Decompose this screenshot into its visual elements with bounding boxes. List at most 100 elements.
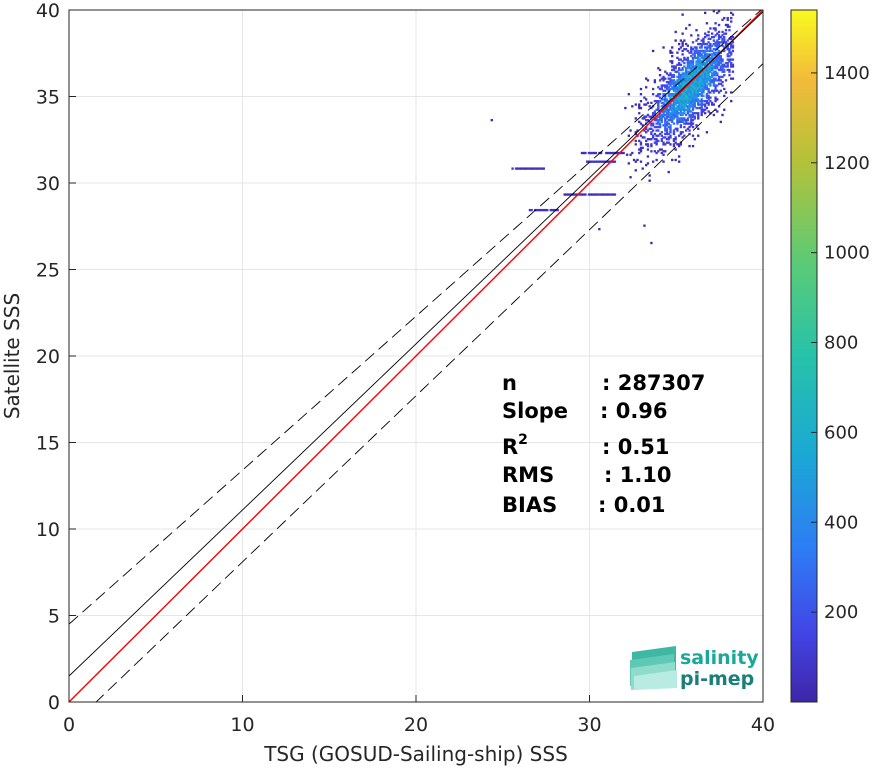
density-cell [693,105,696,108]
density-cell [724,91,728,94]
density-cell [690,34,693,37]
density-cell [629,176,632,179]
density-cell [677,77,681,80]
density-cell [698,74,702,77]
density-cell [731,58,735,61]
density-cell [672,68,676,72]
density-cell [660,139,663,143]
density-cell [638,120,641,124]
density-cell [710,54,714,58]
density-cell [676,51,679,54]
density-cell [714,51,717,54]
density-cell [650,106,653,110]
density-cell [714,74,717,77]
density-cell [717,30,721,34]
density-cell [645,143,648,146]
density-cell [645,86,648,89]
density-cell [592,193,596,196]
density-cell [731,77,735,80]
density-cell [653,132,657,136]
density-cell [589,193,592,196]
density-cell [684,74,688,77]
density-cell [714,67,717,70]
density-cell [686,74,689,77]
density-cell [709,56,712,60]
y-axis: 0 5 10 15 20 25 30 35 40 [36,0,76,714]
density-cell [686,127,689,130]
density-cell [672,74,676,77]
density-cell [723,16,726,20]
density-cell [690,101,693,105]
density-cell [716,79,719,82]
density-cell [669,98,672,101]
density-cell [686,118,689,122]
one-to-one-line [69,10,763,702]
colorbar-tick-label: 1200 [824,153,870,174]
stats-value: : 287307 [602,371,705,395]
density-cell [643,115,646,118]
density-cell [704,46,707,49]
density-cell [563,193,566,196]
density-cell [691,67,695,70]
density-cell [707,101,710,105]
density-cell [677,75,681,79]
density-cell [702,70,705,73]
density-cell [665,122,669,125]
density-cell [677,101,681,105]
density-cell [657,118,660,122]
density-cell [697,84,700,87]
density-cell [684,68,688,72]
density-cell [657,105,660,108]
density-cell [712,56,716,60]
density-cell [686,96,689,99]
density-cell [705,58,709,61]
density-cell [528,208,532,212]
density-cell [721,44,724,47]
density-cell [730,51,733,54]
density-cell [695,96,698,99]
density-cell [688,101,691,105]
density-cell [669,51,672,54]
density-cell [669,115,672,118]
density-cell [667,136,670,139]
density-cell [700,42,703,46]
y-tick-label: 35 [36,87,60,109]
density-cell [539,167,542,170]
density-cell [579,193,582,196]
density-cell [658,74,662,77]
density-cell [707,58,710,61]
density-cell [672,106,676,110]
density-cell [700,91,703,94]
density-cell [677,94,681,98]
density-cell [671,79,674,82]
density-cell [717,56,721,60]
density-cell [518,167,521,170]
density-cell [679,94,683,98]
density-cell [714,96,717,99]
density-cell [684,79,688,82]
density-cell [665,98,669,101]
colorbar-tick-label: 200 [824,602,858,623]
density-cell [717,63,721,66]
density-cell [719,41,722,44]
density-cell [707,98,710,101]
density-cell [695,91,698,94]
density-cell [704,51,707,54]
density-cell [712,82,716,85]
density-cell [697,34,700,37]
density-cell [660,84,663,87]
density-cell [606,160,610,163]
density-cell [693,98,696,101]
density-cell [639,148,643,151]
density-cell [669,49,672,53]
density-cell [717,54,721,58]
density-cell [655,143,658,146]
density-cell [662,136,665,139]
density-cell [671,103,674,106]
density-cell [671,46,674,49]
density-cell [684,98,688,101]
density-cell [695,70,698,73]
density-cell [636,129,639,132]
density-cell [710,63,714,66]
density-cell [533,167,537,170]
